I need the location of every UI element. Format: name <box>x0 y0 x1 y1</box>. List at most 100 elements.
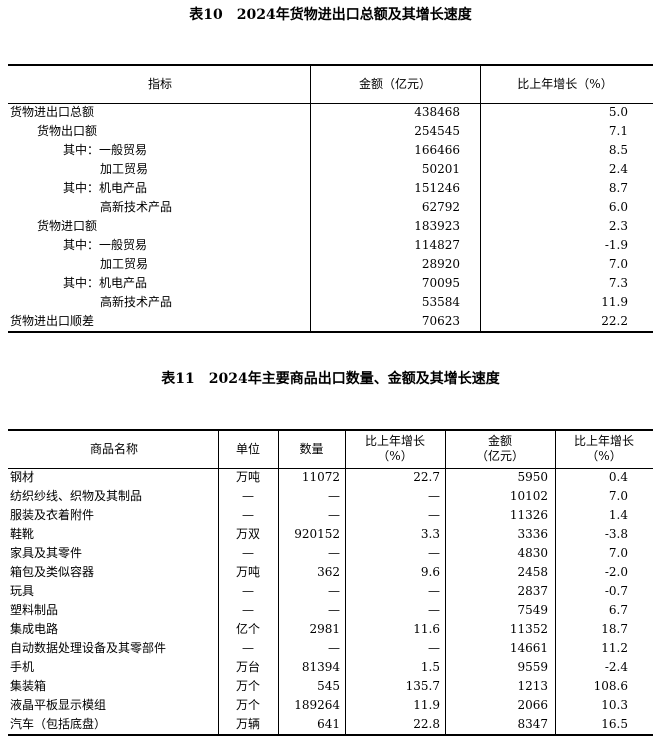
rule <box>8 64 653 66</box>
amount: 28920 <box>421 257 460 271</box>
value: 362 <box>317 565 340 579</box>
amount: 50201 <box>421 162 460 176</box>
product-name: 纺织纱线、织物及其制品 <box>10 489 143 503</box>
value: 2981 <box>309 622 340 636</box>
row-label: 货物进出口总额 <box>10 105 95 119</box>
value: 14661 <box>509 641 548 655</box>
value: 11.9 <box>413 698 440 712</box>
product-name: 汽车（包括底盘） <box>10 717 107 731</box>
value: 11.2 <box>601 641 628 655</box>
rule <box>8 734 653 736</box>
value: 8347 <box>517 717 548 731</box>
product-name: 集装箱 <box>10 679 47 693</box>
rule <box>8 331 653 333</box>
value: 10102 <box>509 489 548 503</box>
value: 7.0 <box>608 489 628 503</box>
value: — <box>328 641 340 655</box>
amount: 166466 <box>414 143 460 157</box>
value: — <box>428 641 440 655</box>
value: 2458 <box>517 565 548 579</box>
product-name: 塑料制品 <box>10 603 59 617</box>
value: 2837 <box>517 584 548 598</box>
value: — <box>328 508 340 522</box>
value: — <box>328 489 340 503</box>
header-cell: 比上年增长 （%） <box>573 434 634 463</box>
value: — <box>428 508 440 522</box>
amount: 438468 <box>414 105 460 119</box>
unit: 万双 <box>235 527 260 541</box>
header-cell: 比上年增长（%） <box>517 77 613 91</box>
row-label: 货物进出口顺差 <box>10 314 95 328</box>
amount: 254545 <box>414 124 460 138</box>
rule <box>8 103 653 104</box>
value: 3336 <box>517 527 548 541</box>
value: 1.5 <box>420 660 440 674</box>
value: 9559 <box>517 660 548 674</box>
header-cell: 金额（亿元） <box>358 77 431 91</box>
growth: 11.9 <box>601 295 628 309</box>
unit: — <box>242 546 254 560</box>
value: — <box>328 603 340 617</box>
value: — <box>428 603 440 617</box>
value: — <box>428 584 440 598</box>
growth: 7.1 <box>608 124 628 138</box>
rule <box>555 431 556 734</box>
amount: 70623 <box>421 314 460 328</box>
unit: 万个 <box>235 679 260 693</box>
rule <box>278 431 279 734</box>
unit: 万吨 <box>235 470 260 484</box>
value: 4830 <box>517 546 548 560</box>
growth: -1.9 <box>604 238 628 252</box>
value: — <box>328 546 340 560</box>
product-name: 服装及衣着附件 <box>10 508 95 522</box>
rule <box>480 66 481 331</box>
amount: 114827 <box>414 238 460 252</box>
value: 11072 <box>301 470 340 484</box>
row-label: 货物出口额 <box>37 124 98 138</box>
value: 641 <box>317 717 340 731</box>
value: 22.7 <box>413 470 440 484</box>
value: 545 <box>317 679 340 693</box>
rule <box>310 66 311 331</box>
header-cell: 指标 <box>147 77 172 91</box>
row-label: 加工贸易 <box>100 162 149 176</box>
row-label: 高新技术产品 <box>100 200 173 214</box>
product-name: 家具及其零件 <box>10 546 83 560</box>
row-label: 货物进口额 <box>37 219 98 233</box>
value: 7549 <box>517 603 548 617</box>
value: 1213 <box>517 679 548 693</box>
unit: — <box>242 603 254 617</box>
product-name: 液晶平板显示模组 <box>10 698 107 712</box>
row-label: 加工贸易 <box>100 257 149 271</box>
value: 189264 <box>294 698 340 712</box>
header-cell: 比上年增长 （%） <box>364 434 425 463</box>
row-label: 其中：机电产品 <box>63 276 148 290</box>
unit: — <box>242 489 254 503</box>
row-label: 其中：一般贸易 <box>63 238 148 252</box>
rule <box>445 431 446 734</box>
rule <box>8 429 653 431</box>
value: -2.4 <box>604 660 628 674</box>
value: -3.8 <box>604 527 628 541</box>
growth: 2.4 <box>608 162 628 176</box>
unit: 亿个 <box>235 622 260 636</box>
growth: 2.3 <box>608 219 628 233</box>
amount: 53584 <box>421 295 460 309</box>
value: 11326 <box>509 508 548 522</box>
header-cell: 商品名称 <box>89 442 138 456</box>
value: 16.5 <box>601 717 628 731</box>
product-name: 鞋靴 <box>10 527 35 541</box>
value: 81394 <box>301 660 340 674</box>
unit: — <box>242 641 254 655</box>
growth: 8.5 <box>608 143 628 157</box>
value: -0.7 <box>604 584 628 598</box>
value: — <box>328 584 340 598</box>
value: 1.4 <box>608 508 628 522</box>
value: 920152 <box>294 527 340 541</box>
row-label: 其中：机电产品 <box>63 181 148 195</box>
amount: 70095 <box>421 276 460 290</box>
growth: 6.0 <box>608 200 628 214</box>
unit: — <box>242 508 254 522</box>
rule <box>218 431 219 734</box>
